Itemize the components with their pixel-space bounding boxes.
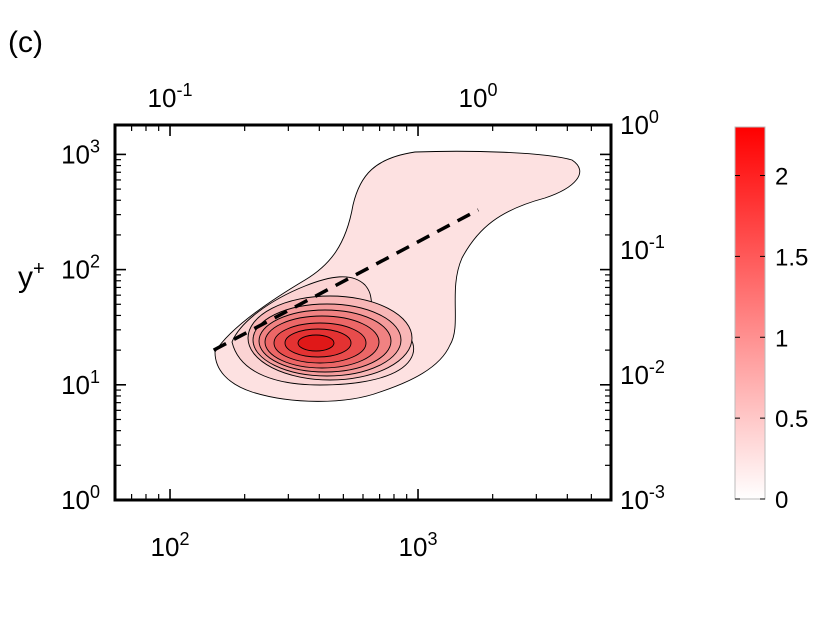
colorbar bbox=[734, 126, 766, 500]
contour-level-9 bbox=[297, 334, 335, 352]
left-y-tick-label: 103 bbox=[61, 136, 100, 169]
axis-tick-labels: 102 103 10-1 100 100 101 102 103 10-3 10-2 10-1 100 bbox=[61, 80, 665, 562]
contour-region bbox=[214, 150, 581, 402]
bottom-x-tick-label: 103 bbox=[399, 529, 438, 562]
left-y-tick-label: 102 bbox=[61, 252, 100, 285]
right-y-tick-label: 100 bbox=[620, 107, 659, 140]
dashed-fit-line bbox=[212, 208, 480, 352]
svg-text:y+: y+ bbox=[18, 258, 45, 294]
left-y-tick-label: 101 bbox=[61, 367, 100, 400]
top-x-tick-label: 100 bbox=[459, 80, 498, 113]
right-y-tick-label: 10-2 bbox=[620, 357, 665, 390]
colorbar-ticks: 0 0.5 1 1.5 2 bbox=[735, 164, 808, 514]
colorbar-tick-label: 0 bbox=[775, 487, 788, 514]
colorbar-tick-label: 1 bbox=[775, 325, 788, 352]
axis-ticks bbox=[114, 125, 612, 501]
colorbar-tick-label: 1.5 bbox=[775, 244, 808, 271]
bottom-x-tick-label: 102 bbox=[151, 529, 190, 562]
y-axis-label: y bbox=[18, 261, 33, 294]
left-y-tick-label: 100 bbox=[61, 482, 100, 515]
colorbar-tick-label: 2 bbox=[775, 164, 788, 191]
y-axis-label-sup: + bbox=[33, 258, 45, 280]
right-y-tick-label: 10-1 bbox=[620, 232, 665, 265]
right-y-tick-label: 10-3 bbox=[620, 482, 665, 515]
top-x-tick-label: 10-1 bbox=[148, 80, 193, 113]
colorbar-tick-label: 0.5 bbox=[775, 406, 808, 433]
panel-label: (c) bbox=[8, 26, 43, 59]
